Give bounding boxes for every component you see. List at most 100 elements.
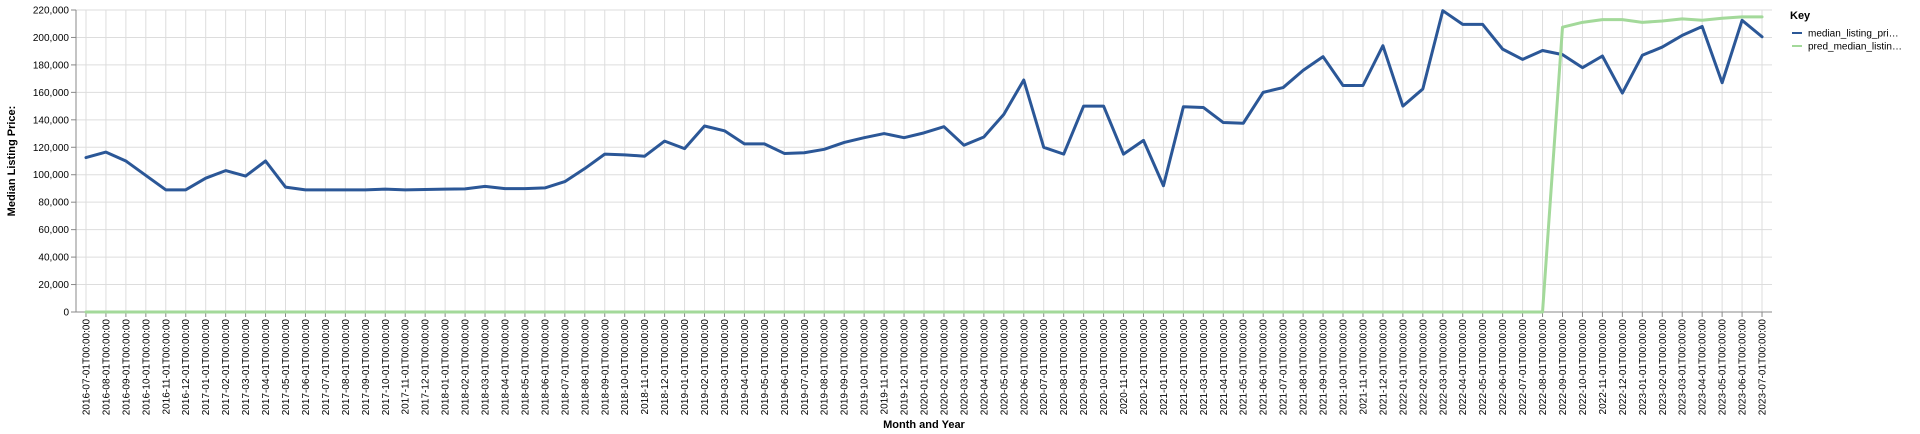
- x-tick-label: 2019-02-01T00:00:00: [700, 319, 711, 416]
- series-line-2: [84, 15, 1764, 314]
- x-tick-label: 2018-01-01T00:00:00: [441, 319, 452, 416]
- x-tick-label: 2016-09-01T00:00:00: [121, 319, 132, 416]
- x-tick-label: 2023-04-01T00:00:00: [1698, 319, 1709, 416]
- y-tick-label: 220,000: [33, 6, 70, 17]
- x-tick-label: 2022-06-01T00:00:00: [1498, 319, 1509, 416]
- x-tick-label: 2023-05-01T00:00:00: [1718, 319, 1729, 416]
- x-tick-label: 2023-06-01T00:00:00: [1738, 319, 1749, 416]
- y-tick-label: 100,000: [33, 170, 70, 181]
- x-tick-label: 2020-10-01T00:00:00: [1099, 319, 1110, 416]
- x-tick-label: 2018-02-01T00:00:00: [461, 319, 472, 416]
- x-tick-label: 2022-04-01T00:00:00: [1458, 319, 1469, 416]
- x-tick-label: 2018-07-01T00:00:00: [560, 319, 571, 416]
- x-tick-label: 2018-12-01T00:00:00: [660, 319, 671, 416]
- y-tick-label: 40,000: [38, 253, 69, 264]
- x-tick-label: 2023-03-01T00:00:00: [1678, 319, 1689, 416]
- x-tick-label: 2020-09-01T00:00:00: [1079, 319, 1090, 416]
- x-axis-ticks: 2016-07-01T00:00:00 2016-08-01T00:00:00 20…: [81, 312, 1769, 416]
- x-tick-label: 2021-08-01T00:00:00: [1299, 319, 1310, 416]
- y-tick-label: 80,000: [38, 198, 69, 209]
- x-tick-label: 2022-03-01T00:00:00: [1438, 319, 1449, 416]
- x-tick-label: 2016-08-01T00:00:00: [101, 319, 112, 416]
- x-tick-label: 2017-03-01T00:00:00: [241, 319, 252, 416]
- x-tick-label: 2021-10-01T00:00:00: [1339, 319, 1350, 416]
- legend-title: Key: [1790, 10, 1811, 22]
- x-tick-label: 2019-11-01T00:00:00: [880, 319, 891, 415]
- x-tick-label: 2017-06-01T00:00:00: [301, 319, 312, 416]
- x-tick-label: 2022-10-01T00:00:00: [1578, 319, 1589, 416]
- x-tick-label: 2018-06-01T00:00:00: [540, 319, 551, 416]
- series-lines: [84, 9, 1764, 314]
- y-tick-label: 0: [63, 308, 69, 319]
- legend-label-2: pred_median_listin…: [1808, 42, 1902, 53]
- series-line-1: [84, 9, 1764, 192]
- x-tick-label: 2017-05-01T00:00:00: [281, 319, 292, 416]
- x-tick-label: 2022-07-01T00:00:00: [1518, 319, 1529, 416]
- x-tick-label: 2017-11-01T00:00:00: [401, 319, 412, 415]
- y-tick-label: 160,000: [33, 88, 70, 99]
- x-tick-label: 2017-09-01T00:00:00: [361, 319, 372, 416]
- y-axis-title: Median Listing Price:: [6, 106, 18, 217]
- x-tick-label: 2021-02-01T00:00:00: [1179, 319, 1190, 416]
- x-tick-label: 2016-11-01T00:00:00: [161, 319, 172, 415]
- y-tick-label: 60,000: [38, 225, 69, 236]
- x-tick-label: 2022-11-01T00:00:00: [1598, 319, 1609, 415]
- x-tick-label: 2021-07-01T00:00:00: [1279, 319, 1290, 416]
- x-tick-label: 2020-04-01T00:00:00: [979, 319, 990, 416]
- x-tick-label: 2019-03-01T00:00:00: [720, 319, 731, 416]
- y-axis-ticks: 0 20,000 40,000 60,000 80,000 100,000 120,000 1…: [33, 6, 76, 319]
- x-tick-label: 2019-07-01T00:00:00: [800, 319, 811, 416]
- x-tick-label: 2021-06-01T00:00:00: [1259, 319, 1270, 416]
- x-tick-label: 2021-04-01T00:00:00: [1219, 319, 1230, 416]
- x-tick-label: 2016-10-01T00:00:00: [141, 319, 152, 416]
- x-tick-label: 2017-07-01T00:00:00: [321, 319, 332, 416]
- x-axis-title: Month and Year: [883, 419, 965, 431]
- x-tick-label: 2021-11-01T00:00:00: [1358, 319, 1369, 415]
- y-tick-label: 20,000: [38, 280, 69, 291]
- y-tick-label: 180,000: [33, 60, 70, 71]
- x-tick-label: 2023-07-01T00:00:00: [1758, 319, 1769, 416]
- x-tick-label: 2018-09-01T00:00:00: [600, 319, 611, 416]
- x-tick-label: 2021-03-01T00:00:00: [1199, 319, 1210, 416]
- x-tick-label: 2017-12-01T00:00:00: [421, 319, 432, 416]
- x-tick-label: 2019-08-01T00:00:00: [820, 319, 831, 416]
- legend-label-1: median_listing_pri…: [1808, 29, 1899, 40]
- x-tick-label: 2020-01-01T00:00:00: [920, 319, 931, 416]
- x-tick-label: 2021-09-01T00:00:00: [1319, 319, 1330, 416]
- x-tick-label: 2023-02-01T00:00:00: [1658, 319, 1669, 416]
- x-tick-label: 2020-11-01T00:00:00: [1119, 319, 1130, 415]
- x-tick-label: 2018-03-01T00:00:00: [481, 319, 492, 416]
- x-tick-label: 2020-03-01T00:00:00: [959, 319, 970, 416]
- x-tick-label: 2018-11-01T00:00:00: [640, 319, 651, 415]
- x-tick-label: 2016-12-01T00:00:00: [181, 319, 192, 416]
- x-tick-label: 2022-02-01T00:00:00: [1418, 319, 1429, 416]
- x-tick-label: 2017-10-01T00:00:00: [381, 319, 392, 416]
- x-tick-label: 2020-06-01T00:00:00: [1019, 319, 1030, 416]
- x-tick-label: 2021-05-01T00:00:00: [1239, 319, 1250, 416]
- x-tick-label: 2018-08-01T00:00:00: [580, 319, 591, 416]
- legend: Key median_listing_pri… pred_median_listi…: [1790, 10, 1902, 53]
- x-tick-label: 2020-05-01T00:00:00: [999, 319, 1010, 416]
- x-tick-label: 2017-08-01T00:00:00: [341, 319, 352, 416]
- x-tick-label: 2017-02-01T00:00:00: [221, 319, 232, 416]
- x-tick-label: 2016-07-01T00:00:00: [81, 319, 92, 416]
- y-tick-label: 120,000: [33, 143, 70, 154]
- x-tick-label: 2019-01-01T00:00:00: [680, 319, 691, 416]
- x-tick-label: 2020-08-01T00:00:00: [1059, 319, 1070, 416]
- x-tick-label: 2020-07-01T00:00:00: [1039, 319, 1050, 416]
- x-tick-label: 2022-12-01T00:00:00: [1618, 319, 1629, 416]
- x-tick-label: 2018-05-01T00:00:00: [520, 319, 531, 416]
- x-tick-label: 2017-01-01T00:00:00: [201, 319, 212, 416]
- x-tick-label: 2019-06-01T00:00:00: [780, 319, 791, 416]
- x-tick-label: 2022-05-01T00:00:00: [1478, 319, 1489, 416]
- x-tick-label: 2019-12-01T00:00:00: [900, 319, 911, 416]
- x-tick-label: 2020-12-01T00:00:00: [1139, 319, 1150, 416]
- x-tick-label: 2019-04-01T00:00:00: [740, 319, 751, 416]
- x-tick-label: 2021-12-01T00:00:00: [1378, 319, 1389, 416]
- x-tick-label: 2023-01-01T00:00:00: [1638, 319, 1649, 416]
- x-tick-label: 2019-10-01T00:00:00: [860, 319, 871, 416]
- x-tick-label: 2020-02-01T00:00:00: [939, 319, 950, 416]
- x-tick-label: 2019-05-01T00:00:00: [760, 319, 771, 416]
- x-gridlines: [85, 10, 1763, 312]
